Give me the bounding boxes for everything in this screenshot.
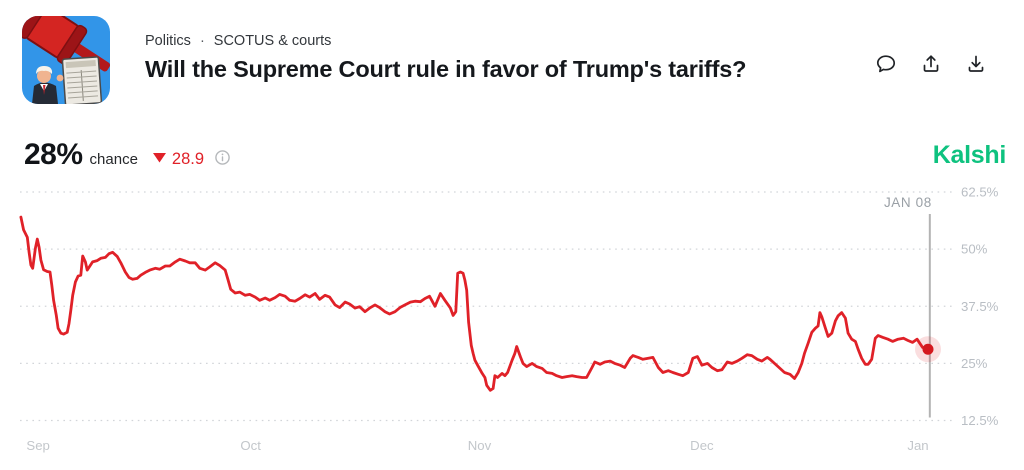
y-axis-label: 12.5% [961,413,999,428]
last-price-dot [922,343,934,355]
download-button[interactable] [964,52,988,76]
breadcrumb-category[interactable]: Politics [145,33,191,49]
gavel-illustration [22,16,110,104]
x-axis-label: Sep [26,438,49,453]
triangle-down-icon [152,150,166,168]
kalshi-logo: Kalshi [932,141,1007,169]
y-axis-label: 50% [961,242,988,257]
download-icon [968,55,984,72]
comment-button[interactable] [874,52,898,76]
x-axis-label: Dec [690,438,714,453]
page-title: Will the Supreme Court rule in favor of … [145,56,747,82]
price-row: 28% chance 28.9 [24,138,230,172]
y-axis-label: 37.5% [961,299,999,314]
figure [32,66,64,104]
x-axis-label: Nov [468,438,492,453]
market-thumbnail [22,16,110,104]
tariff-board [61,56,103,104]
share-icon [923,55,939,72]
info-button[interactable] [215,150,230,168]
share-button[interactable] [919,52,943,76]
x-axis-label: Jan [907,438,928,453]
breadcrumb: Politics · SCOTUS & courts [145,33,331,49]
date-marker-label: JAN 08 [884,195,932,210]
header-actions [874,52,988,76]
price-value: 28% [24,138,83,171]
price-label: chance [89,151,138,168]
comment-icon [876,55,896,73]
x-axis-label: Oct [240,438,261,453]
y-axis-label: 25% [961,356,988,371]
info-icon [215,150,230,165]
price-line[interactable] [19,215,930,392]
y-axis-label: 62.5% [961,185,999,200]
breadcrumb-subcategory[interactable]: SCOTUS & courts [213,33,332,49]
price-change: 28.9 [171,150,205,168]
breadcrumb-separator: · [199,33,205,49]
